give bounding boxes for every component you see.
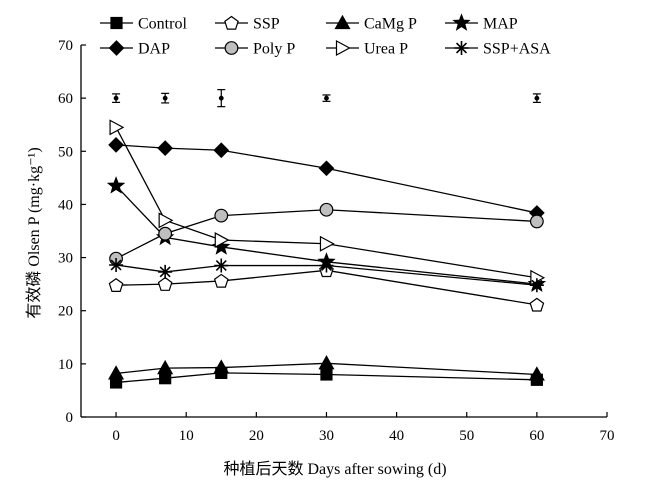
series-markers	[106, 119, 547, 389]
data-point-control	[159, 372, 172, 385]
legend-label-dap: DAP	[138, 41, 170, 58]
data-point-dap	[157, 140, 174, 156]
data-point-map	[106, 176, 126, 194]
data-point-camg-p	[108, 365, 125, 380]
data-point-poly-p	[158, 226, 173, 241]
error-bars	[112, 89, 541, 108]
data-point-ssp-asa	[214, 258, 229, 273]
data-point-urea-p	[158, 212, 174, 229]
error-bar-point	[113, 95, 119, 101]
y-tick-label: 70	[58, 38, 73, 54]
legend-marker-map	[452, 13, 471, 31]
legend-label-map: MAP	[483, 16, 518, 33]
y-tick-label: 60	[58, 91, 73, 107]
data-point-camg-p	[318, 355, 335, 370]
legend-label-urea-p: Urea P	[364, 41, 408, 58]
data-point-ssp	[157, 276, 173, 291]
y-tick-label: 20	[58, 304, 73, 320]
y-tick-label: 10	[58, 357, 73, 373]
error-bar-point	[162, 95, 168, 101]
y-tick-label: 40	[58, 197, 73, 213]
x-tick-label: 0	[112, 428, 120, 444]
x-axis-label: 种植后天数 Days after sowing (d)	[223, 460, 446, 478]
series-line-dap	[116, 144, 538, 214]
x-tick-label: 50	[459, 428, 474, 444]
x-tick-label: 40	[389, 428, 404, 444]
legend-label-ssp-asa: SSP+ASA	[483, 41, 551, 58]
axes: 0 10 20 30 40 50 60 70 0 10 20 30 40 50 60 70	[58, 38, 615, 444]
data-point-dap	[213, 142, 230, 159]
error-bar-point	[534, 95, 540, 101]
x-tick-label: 60	[529, 428, 544, 444]
legend-marker-camg-p	[334, 14, 351, 30]
legend: Control SSP CaMg P MAP DAP Poly P Urea P SSP+AS…	[100, 13, 551, 58]
data-point-camg-p	[213, 359, 230, 374]
data-point-poly-p	[319, 202, 334, 217]
data-point-ssp-asa	[319, 258, 334, 273]
data-point-dap	[108, 137, 124, 153]
data-point-ssp	[529, 297, 545, 312]
legend-marker-control	[110, 16, 123, 30]
x-tick-label: 20	[249, 428, 264, 444]
x-tick-label: 70	[600, 428, 615, 444]
data-point-control	[320, 368, 333, 381]
data-point-urea-p	[319, 235, 335, 252]
data-point-ssp-asa	[109, 258, 124, 273]
data-point-poly-p	[214, 208, 229, 223]
y-tick-label: 0	[66, 410, 74, 426]
data-point-dap	[318, 160, 335, 177]
x-tick-label: 10	[179, 428, 194, 444]
data-point-ssp-asa	[529, 278, 544, 293]
y-tick-label: 30	[58, 251, 73, 267]
legend-label-camg-p: CaMg P	[364, 16, 417, 33]
x-tick-label: 30	[319, 428, 334, 444]
data-point-camg-p	[528, 366, 545, 381]
y-tick-label: 50	[58, 144, 73, 160]
error-bar-point	[218, 95, 224, 101]
data-point-poly-p	[529, 214, 544, 229]
data-point-urea-p	[109, 119, 125, 136]
data-point-urea-p	[214, 232, 230, 249]
data-point-ssp	[108, 277, 124, 292]
legend-marker-dap	[108, 40, 125, 56]
y-axis-label: 有效磷 Olsen P (mg·kg⁻¹)	[25, 147, 43, 318]
legend-label-poly-p: Poly P	[253, 41, 295, 58]
legend-marker-poly-p	[224, 41, 239, 55]
legend-label-control: Control	[138, 16, 187, 33]
legend-marker-urea-p	[335, 39, 351, 57]
data-point-ssp-asa	[158, 264, 173, 279]
error-bar-point	[324, 95, 329, 101]
legend-label-ssp: SSP	[253, 16, 280, 33]
series-line-poly-p	[115, 209, 537, 260]
data-point-ssp	[213, 273, 229, 288]
legend-marker-ssp	[224, 15, 239, 30]
legend-marker-ssp-asa	[454, 41, 469, 55]
data-point-camg-p	[157, 359, 174, 375]
